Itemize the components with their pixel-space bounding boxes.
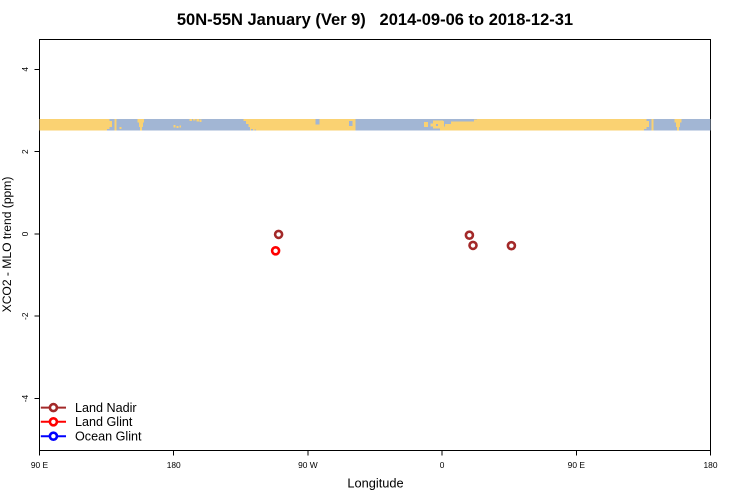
svg-text:Land Nadir: Land Nadir	[75, 401, 137, 415]
svg-text:180: 180	[167, 460, 181, 470]
svg-text:0: 0	[440, 460, 445, 470]
svg-text:XCO2 - MLO trend (ppm): XCO2 - MLO trend (ppm)	[0, 177, 14, 313]
svg-text:Longitude: Longitude	[347, 476, 403, 491]
svg-text:Land Glint: Land Glint	[75, 415, 133, 429]
svg-text:90 E: 90 E	[31, 460, 49, 470]
svg-text:2: 2	[20, 149, 30, 154]
svg-text:4: 4	[20, 67, 30, 72]
svg-text:-2: -2	[20, 312, 30, 320]
svg-text:Ocean Glint: Ocean Glint	[75, 430, 142, 444]
svg-text:0: 0	[20, 231, 30, 236]
svg-text:50N-55N January (Ver 9) 2014: 50N-55N January (Ver 9) 2014-09-06 to 20…	[177, 11, 573, 29]
svg-text:90 E: 90 E	[568, 460, 586, 470]
svg-text:90 W: 90 W	[298, 460, 318, 470]
svg-text:180: 180	[704, 460, 718, 470]
svg-text:-4: -4	[20, 394, 30, 402]
